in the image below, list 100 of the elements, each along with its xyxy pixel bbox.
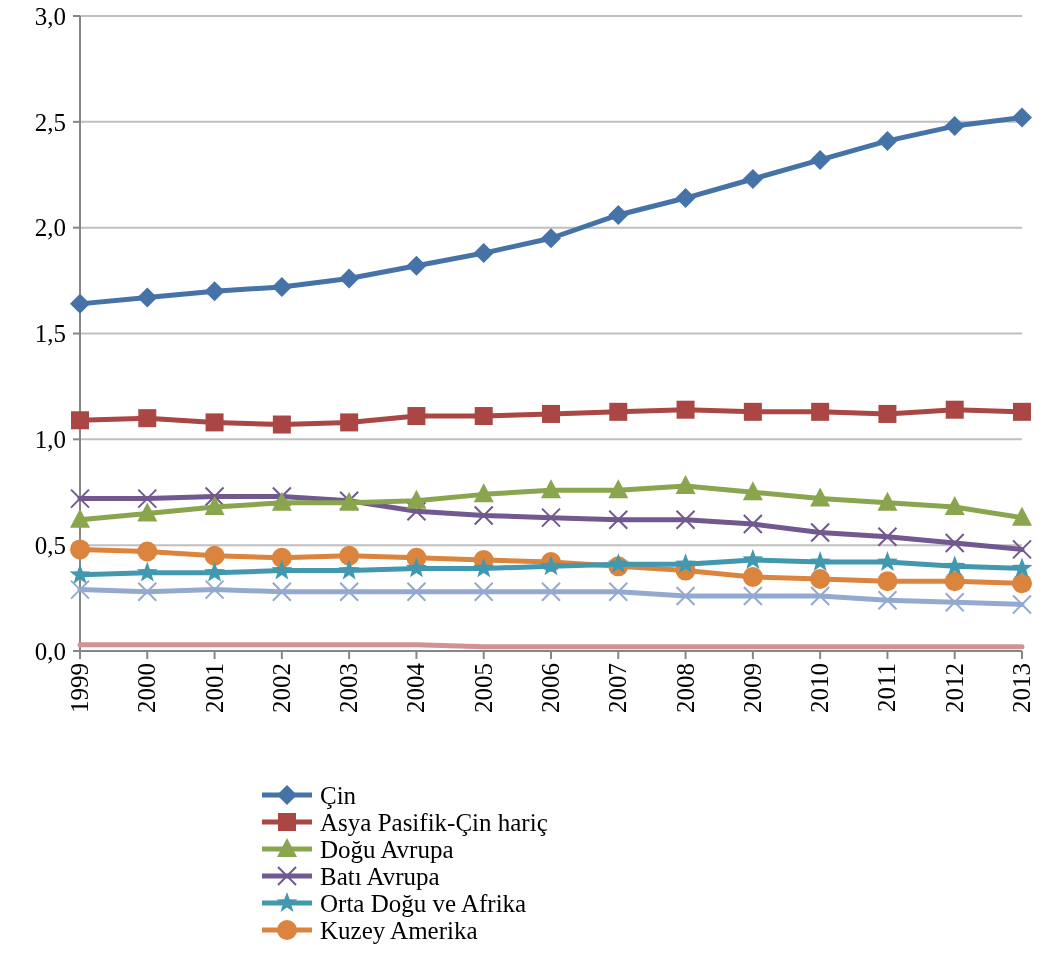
y-tick-label: 2,0: [34, 214, 66, 242]
point: [70, 539, 90, 560]
point: [742, 585, 763, 606]
point: [877, 491, 898, 511]
x-tick-label: 2008: [671, 663, 699, 713]
x-tick-label: 2003: [335, 663, 363, 713]
x-tick-label: 2010: [806, 663, 834, 713]
point: [473, 243, 494, 264]
point: [137, 488, 158, 509]
point: [137, 287, 158, 308]
point: [69, 563, 91, 584]
y-tick-label: 0,0: [34, 637, 66, 665]
point: [877, 526, 898, 547]
point: [541, 228, 561, 249]
point: [944, 571, 965, 592]
point: [473, 581, 494, 602]
point: [406, 255, 427, 276]
point: [204, 545, 225, 566]
point: [541, 507, 561, 528]
point: [406, 501, 427, 522]
y-tick-label: 2,5: [34, 108, 66, 136]
point: [1012, 107, 1032, 128]
point: [877, 571, 898, 592]
point: [138, 409, 157, 428]
point: [743, 402, 762, 421]
point: [340, 413, 359, 432]
y-tick-label: 3,0: [34, 2, 66, 30]
point: [407, 407, 426, 426]
point: [742, 548, 764, 569]
x-tick-label: 2013: [1008, 663, 1035, 713]
point: [742, 514, 763, 534]
point: [473, 557, 495, 578]
point: [810, 487, 831, 507]
point: [473, 505, 494, 526]
point: [339, 545, 360, 566]
point: [271, 581, 292, 602]
point: [204, 281, 225, 302]
point: [136, 561, 158, 582]
point: [271, 547, 292, 568]
point: [137, 581, 158, 602]
point: [338, 559, 360, 580]
point: [608, 581, 629, 602]
x-tick-label: 2002: [267, 663, 295, 713]
x-tick-label: 2012: [940, 663, 968, 713]
legend-label: Çin: [320, 781, 357, 809]
x-tick-label: 2007: [604, 663, 632, 713]
point: [742, 481, 763, 501]
point: [272, 415, 291, 434]
point: [810, 149, 831, 170]
point: [878, 404, 897, 423]
point: [810, 585, 831, 606]
point: [542, 404, 560, 423]
point: [339, 581, 360, 602]
point: [70, 579, 90, 600]
x-tick-label: 2011: [873, 663, 901, 713]
point: [137, 541, 158, 562]
point: [675, 509, 696, 530]
point: [675, 553, 697, 574]
point: [675, 474, 696, 494]
legend-label: Batı Avrupa: [320, 862, 440, 890]
x-tick-label: 2005: [469, 663, 497, 713]
point: [810, 569, 831, 590]
point: [809, 551, 831, 571]
point: [675, 585, 696, 606]
point: [876, 551, 898, 571]
point: [608, 204, 629, 225]
point: [541, 581, 561, 602]
point: [1012, 506, 1032, 526]
x-tick-label: 2004: [402, 662, 430, 713]
point: [1012, 594, 1032, 615]
point: [944, 496, 965, 516]
point: [810, 522, 831, 543]
point: [473, 483, 494, 503]
x-tick-label: 2000: [133, 663, 161, 713]
point: [339, 268, 360, 289]
point: [541, 479, 561, 499]
point: [675, 188, 696, 209]
point: [811, 402, 830, 421]
point: [742, 566, 763, 587]
point: [137, 502, 158, 522]
point: [608, 509, 629, 530]
point: [609, 402, 628, 421]
y-tick-label: 0,5: [34, 531, 66, 559]
x-tick-label: 2009: [738, 663, 766, 713]
point: [1012, 573, 1032, 594]
point: [204, 496, 225, 516]
x-tick-label: 2001: [200, 663, 228, 713]
point: [944, 555, 966, 576]
x-tick-label: 1999: [66, 663, 93, 713]
point: [944, 592, 965, 613]
point: [271, 276, 292, 297]
y-tick-label: 1,0: [34, 426, 66, 454]
point: [405, 557, 427, 578]
y-tick-label: 1,5: [34, 320, 66, 348]
point: [608, 479, 629, 499]
point: [944, 116, 965, 137]
point: [70, 508, 90, 528]
point: [204, 579, 225, 600]
legend-label: Orta Doğu ve Afrika: [320, 889, 527, 917]
point: [271, 559, 293, 580]
